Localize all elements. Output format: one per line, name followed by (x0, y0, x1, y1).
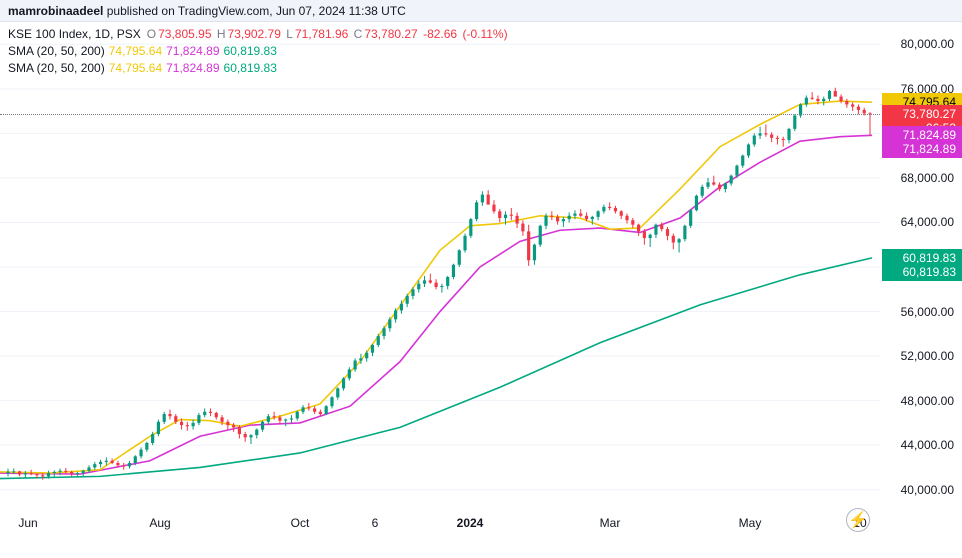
x-tick: 2024 (457, 516, 484, 530)
price-label: 71,824.89 (882, 140, 962, 158)
snapshot-button[interactable]: ⚡ (846, 508, 870, 532)
y-axis[interactable]: 40,000.00 44,000.00 48,000.00 52,000.00 56,0… (880, 22, 962, 512)
chart-root: mamrobinaadeel published on TradingView.… (0, 0, 962, 558)
x-tick: Jun (18, 516, 37, 530)
publish-header: mamrobinaadeel published on TradingView.… (0, 0, 962, 22)
y-tick: 52,000.00 (901, 349, 954, 363)
y-tick: 48,000.00 (901, 394, 954, 408)
chart-svg (0, 22, 880, 512)
y-tick: 64,000.00 (901, 215, 954, 229)
bolt-icon: ⚡ (848, 510, 868, 530)
x-tick: May (739, 516, 762, 530)
x-tick: 6 (372, 516, 379, 530)
y-tick: 80,000.00 (901, 37, 954, 51)
x-tick: Aug (149, 516, 170, 530)
y-tick: 68,000.00 (901, 171, 954, 185)
x-tick: Oct (291, 516, 310, 530)
x-tick: Mar (600, 516, 621, 530)
y-tick: 40,000.00 (901, 483, 954, 497)
y-tick: 44,000.00 (901, 438, 954, 452)
x-axis[interactable]: JunAugOct62024MarMay10 (0, 512, 880, 536)
close-price-line (0, 114, 880, 115)
chart-pane[interactable] (0, 22, 880, 512)
price-label: 60,819.83 (882, 263, 962, 281)
y-tick: 56,000.00 (901, 305, 954, 319)
